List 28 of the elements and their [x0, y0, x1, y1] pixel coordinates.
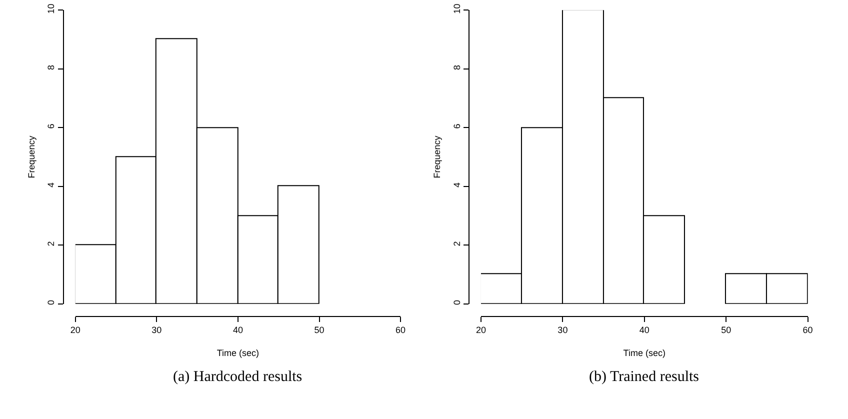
y-tick-label: 2 [46, 241, 56, 246]
x-tick-label: 40 [232, 325, 243, 336]
y-tick-label: 0 [452, 300, 462, 306]
y-tick-label: 8 [46, 65, 56, 70]
x-tick-label: 20 [70, 325, 80, 336]
text: (a) Hardcoded results [173, 369, 302, 385]
x-tick-label: 30 [558, 325, 568, 336]
y-tick-label: 4 [46, 182, 56, 188]
y-tick-label: 0 [46, 300, 56, 306]
x-tick-label: 20 [476, 325, 486, 336]
x-tick-label: 50 [721, 325, 732, 336]
x-tick-label: 50 [314, 325, 324, 336]
y-tick-label: 10 [452, 4, 462, 14]
x-axis-title: Time (sec) [623, 348, 666, 358]
x-tick-label: 40 [639, 325, 650, 336]
y-axis-title: Frequency [26, 135, 37, 178]
x-tick-label: 30 [152, 325, 162, 336]
x-tick-label: 60 [396, 325, 406, 336]
y-axis-title: Frequency [432, 135, 442, 178]
y-tick-label: 6 [452, 124, 462, 129]
y-tick-label: 10 [46, 4, 56, 14]
y-tick-label: 4 [452, 182, 462, 188]
x-tick-label: 60 [802, 325, 813, 336]
y-tick-label: 8 [452, 65, 462, 70]
y-tick-label: 6 [46, 124, 56, 129]
text: (b) Trained results [589, 369, 700, 385]
x-axis-title: Time (sec) [216, 348, 260, 358]
y-tick-label: 2 [452, 241, 462, 246]
